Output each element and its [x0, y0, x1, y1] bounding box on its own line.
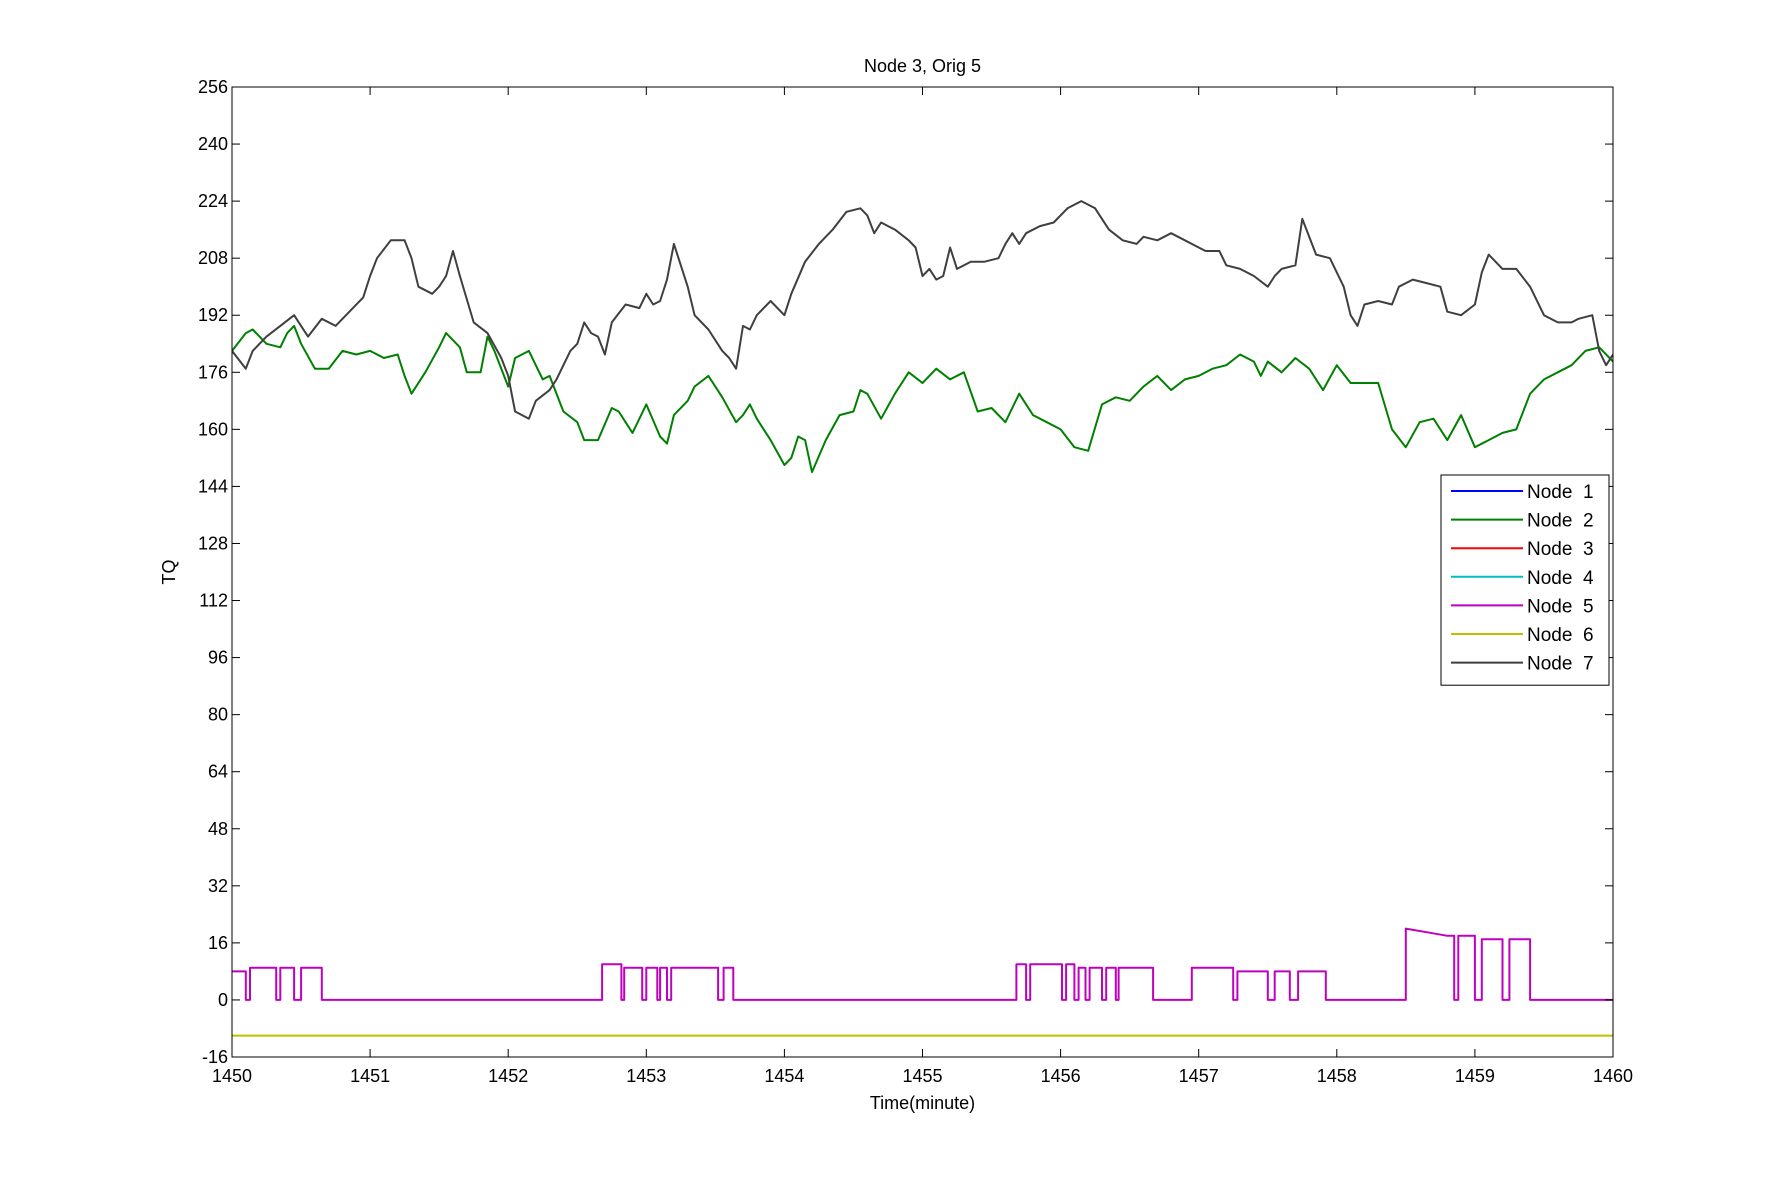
- axis-ticks: 1450 1451 1452 1453 1454 1455 1456 1457 1458 1459…: [198, 77, 1633, 1086]
- series-line-node-7: [232, 200, 1613, 420]
- x-tick-label: 1456: [1041, 1066, 1081, 1086]
- series-line-node-2: [232, 324, 1613, 474]
- series-lines: [232, 200, 1613, 1037]
- chart-title: Node 3, Orig 5: [864, 56, 981, 76]
- x-tick-label: 1457: [1179, 1066, 1219, 1086]
- x-tick-label: 1452: [488, 1066, 528, 1086]
- y-tick-label: 224: [198, 191, 228, 211]
- y-tick-label: 176: [198, 362, 228, 382]
- y-tick-label: -16: [202, 1047, 228, 1067]
- y-tick-label: 32: [208, 876, 228, 896]
- series-line-node-5: [232, 927, 1613, 1001]
- x-tick-label: 1453: [626, 1066, 666, 1086]
- x-tick-label: 1458: [1317, 1066, 1357, 1086]
- y-tick-label: 64: [208, 762, 228, 782]
- y-tick-label: 128: [198, 533, 228, 553]
- y-tick-label: 96: [208, 648, 228, 668]
- y-tick-label: 208: [198, 248, 228, 268]
- y-tick-label: 144: [198, 476, 228, 496]
- y-tick-label: 48: [208, 819, 228, 839]
- x-tick-label: 1451: [350, 1066, 390, 1086]
- y-tick-label: 192: [198, 305, 228, 325]
- x-tick-label: 1455: [902, 1066, 942, 1086]
- x-axis-label: Time(minute): [870, 1093, 975, 1113]
- x-tick-label: 1460: [1593, 1066, 1633, 1086]
- legend-label: Node 1: [1527, 482, 1594, 503]
- y-tick-label: 160: [198, 419, 228, 439]
- legend-label: Node 5: [1527, 596, 1594, 617]
- legend-label: Node 6: [1527, 625, 1594, 646]
- axes-frame: [231, 86, 1614, 1058]
- y-tick-label: 112: [199, 591, 228, 611]
- plot-area: [231, 86, 1614, 1058]
- x-tick-label: 1454: [764, 1066, 804, 1086]
- y-axis-label: TQ: [159, 560, 179, 585]
- legend-label: Node 7: [1527, 654, 1594, 675]
- y-tick-label: 240: [198, 134, 228, 154]
- legend-label: Node 4: [1527, 568, 1594, 589]
- legend-box: [1440, 474, 1610, 686]
- y-tick-label: 16: [208, 933, 228, 953]
- y-tick-label: 0: [218, 990, 228, 1010]
- legend-label: Node 3: [1527, 539, 1594, 560]
- legend: Node 1 Node 2 Node 3 Node 4 Node 5 Node 6 Node…: [1440, 474, 1610, 686]
- x-tick-label: 1450: [212, 1066, 252, 1086]
- y-tick-label: 80: [208, 705, 228, 725]
- legend-label: Node 2: [1527, 511, 1594, 532]
- x-tick-label: 1459: [1455, 1066, 1495, 1086]
- y-tick-label: 256: [198, 77, 228, 97]
